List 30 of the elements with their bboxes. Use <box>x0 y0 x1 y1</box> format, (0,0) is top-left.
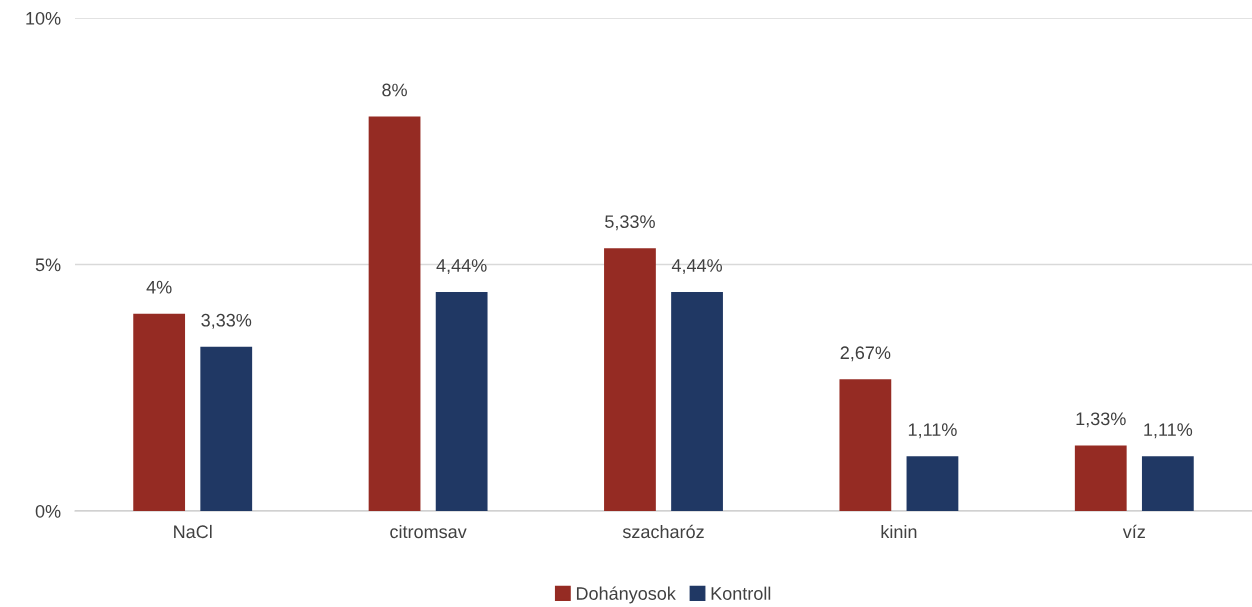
y-tick-label: 10% <box>26 11 61 25</box>
data-label: 4,44% <box>436 259 487 275</box>
x-tick-label: NaCl <box>174 524 212 539</box>
bar <box>200 346 253 511</box>
bar <box>906 456 959 511</box>
data-label: 2,67% <box>840 346 891 362</box>
bar <box>368 116 421 511</box>
y-tick-label: 5% <box>35 258 61 272</box>
data-label: 4% <box>146 280 172 294</box>
data-label: 3,33% <box>201 313 252 329</box>
legend-label: Kontroll <box>711 586 771 600</box>
bar <box>133 313 186 511</box>
x-tick-label: citromsav <box>390 524 467 539</box>
bar <box>1074 445 1127 511</box>
bar <box>435 292 488 511</box>
x-tick-label: kinin <box>881 524 917 538</box>
data-label: 1,11% <box>908 423 957 439</box>
bar <box>1141 456 1194 511</box>
data-label: 5,33% <box>605 215 655 231</box>
data-label: 1,11% <box>1144 423 1193 439</box>
data-label: 4,44% <box>671 259 722 275</box>
data-label: 1,33% <box>1076 412 1126 428</box>
bar <box>839 379 892 511</box>
x-tick-label: víz <box>1122 524 1145 538</box>
bar <box>604 248 656 511</box>
x-tick-label: szacharóz <box>622 524 704 539</box>
y-tick-label: 0% <box>35 504 61 518</box>
legend-label: Dohányosok <box>576 586 676 604</box>
bar <box>671 292 723 511</box>
data-label: 8% <box>382 83 407 97</box>
